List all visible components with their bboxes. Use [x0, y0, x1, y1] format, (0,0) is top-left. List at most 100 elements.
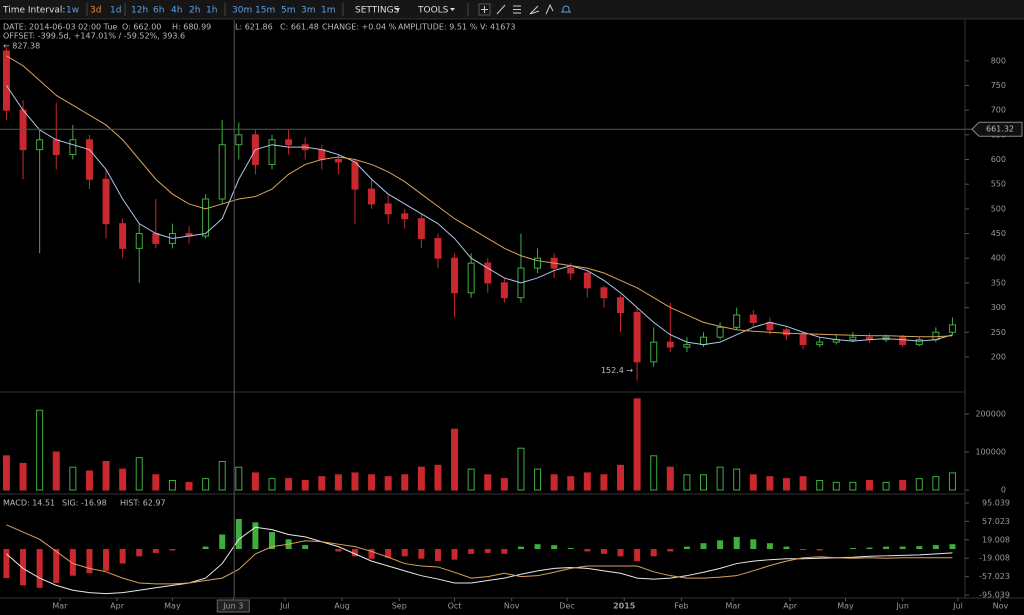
volume-tick-label: 0: [1001, 486, 1006, 495]
volume-bar: [417, 466, 425, 491]
macd-hist-bar: [3, 549, 10, 579]
alert-bell[interactable]: [561, 5, 571, 13]
macd-hist-bar: [600, 549, 607, 554]
tool-fib[interactable]: [513, 5, 521, 14]
macd-hist-bar: [517, 546, 524, 550]
interval-button[interactable]: 12h: [131, 6, 148, 16]
interval-button[interactable]: 30m: [232, 6, 252, 16]
interval-button[interactable]: 1h: [206, 6, 217, 16]
macd-hist-bar: [86, 549, 93, 574]
macd-hist-bar: [650, 549, 657, 557]
tool-crosshair[interactable]: [478, 3, 491, 16]
macd-hist-bar: [36, 549, 43, 588]
interval-button[interactable]: 1w: [66, 6, 79, 16]
volume-bar: [666, 466, 674, 491]
min-label: 152.4 →: [601, 366, 633, 375]
dropdown-arrow: [395, 8, 400, 11]
macd-hist-bar: [866, 547, 873, 550]
macd-hist-bar: [551, 545, 558, 550]
macd-tick-label: 95.039: [982, 498, 1010, 507]
candle-body: [600, 287, 608, 299]
candle-body: [69, 139, 77, 156]
price-tag: [971, 121, 1023, 137]
macd-hist-bar: [883, 546, 890, 550]
volume-bar: [451, 428, 459, 491]
macd-hist-bar: [733, 536, 740, 550]
candle-body: [318, 149, 326, 161]
macd-hist-bar: [302, 545, 309, 550]
macd-hist-bar: [202, 546, 209, 550]
x-tick-label: Nov: [504, 602, 520, 611]
tool-line[interactable]: [496, 4, 506, 15]
tool-pen[interactable]: [545, 3, 554, 15]
candle-body: [285, 139, 293, 146]
candle-body: [119, 223, 127, 249]
volume-bar: [351, 472, 359, 491]
interval-button[interactable]: 1m: [321, 6, 336, 16]
macd-hist-bar: [119, 549, 126, 564]
x-tick-label: Apr: [110, 602, 125, 611]
interval-button[interactable]: 3m: [301, 6, 316, 16]
interval-button[interactable]: 15m: [255, 6, 275, 16]
interval-button[interactable]: 2h: [189, 6, 200, 16]
candle-body: [633, 312, 641, 363]
settings-menu[interactable]: SETTINGS: [355, 6, 400, 16]
ohlc-info: V: 41673: [480, 23, 516, 32]
volume-bar: [749, 474, 757, 491]
candle-body: [102, 178, 110, 225]
macd-tick-label: 19.008: [982, 535, 1010, 544]
x-tick-label: Jun: [895, 602, 909, 611]
volume-bar: [534, 468, 542, 491]
macd-hist-bar: [385, 549, 392, 558]
volume-bar: [733, 468, 741, 491]
candle-body: [451, 257, 459, 294]
tools-menu[interactable]: TOOLS: [417, 6, 449, 16]
candle-body: [19, 109, 27, 151]
dropdown-arrow: [450, 8, 455, 11]
macd-hist-bar: [484, 549, 491, 553]
volume-bar: [633, 398, 641, 491]
candle-body: [85, 139, 93, 180]
interval-button[interactable]: 4h: [171, 6, 182, 16]
x-tick-label: Mar: [52, 602, 68, 611]
volume-tick-label: 200000: [975, 410, 1006, 419]
macd-hist-bar: [617, 549, 624, 557]
y-tick-label: 350: [991, 278, 1006, 287]
macd-tick-label: 57.023: [982, 517, 1010, 526]
x-tick-label: Apr: [783, 602, 798, 611]
macd-tick-label: -57.023: [979, 572, 1010, 581]
macd-hist-bar: [434, 549, 441, 562]
ohlc-info: L: 621.86: [235, 23, 273, 32]
volume-bar: [384, 476, 392, 491]
interval-button[interactable]: 6h: [153, 6, 164, 16]
drawing-tools[interactable]: [478, 3, 571, 16]
max-label: ← 827.38: [3, 42, 40, 51]
volume-bar: [401, 474, 409, 491]
candle-body: [135, 233, 143, 249]
volume-bar: [368, 474, 376, 491]
y-tick-label: 450: [991, 229, 1006, 238]
volume-bar: [268, 478, 276, 491]
macd-hist-bar: [534, 544, 541, 550]
ohlc-info: AMPLITUDE: 9.51 %: [398, 23, 478, 32]
interval-button[interactable]: 3d: [90, 6, 101, 16]
macd-hist-bar: [634, 549, 641, 562]
macd-legend: MACD: 14.51: [3, 499, 55, 508]
macd-hist-bar: [949, 544, 956, 550]
offset-info: OFFSET: -399.5d, +147.01% / -59.52%, 393…: [3, 32, 185, 41]
candle-body: [368, 188, 376, 205]
interval-button[interactable]: 5m: [281, 6, 296, 16]
volume-bar: [882, 481, 890, 491]
x-tick-label: Aug: [334, 602, 350, 611]
candle-body: [235, 134, 243, 146]
volume-bar: [832, 481, 840, 491]
candle-body: [583, 272, 591, 289]
interval-button[interactable]: 1d: [110, 6, 121, 16]
volume-bar: [948, 472, 956, 491]
crosshair-price: 661.32: [986, 125, 1014, 134]
tool-fan[interactable]: [529, 5, 540, 15]
volume-bar: [467, 468, 475, 491]
x-tick-label: Jul: [279, 602, 290, 611]
macd-hist-bar: [800, 549, 807, 550]
